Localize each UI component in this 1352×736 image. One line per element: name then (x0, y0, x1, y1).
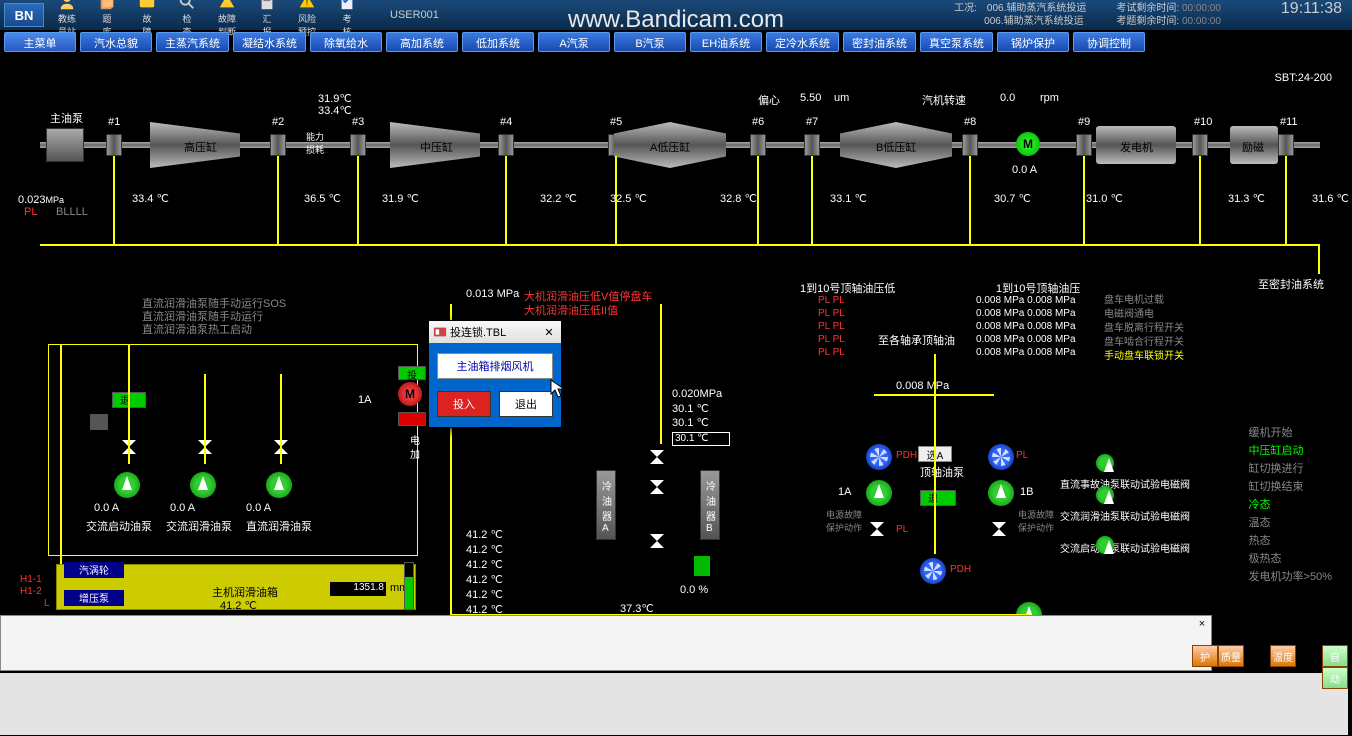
bearing-10 (1192, 134, 1208, 156)
svg-text:!: ! (306, 0, 309, 7)
bearing-1 (106, 134, 122, 156)
bearing-2 (270, 134, 286, 156)
main-pump (46, 128, 84, 162)
nav-2[interactable]: 主蒸汽系统 (156, 32, 229, 52)
test-valve-3[interactable] (1096, 536, 1114, 554)
motor-fan[interactable]: M (398, 382, 422, 406)
bearing-8 (962, 134, 978, 156)
rtab-质量[interactable]: 质量 (1218, 645, 1244, 667)
to-seal-oil: 至密封油系统 (1258, 276, 1324, 292)
nav-6[interactable]: 低加系统 (462, 32, 534, 52)
bearing-9 (1076, 134, 1092, 156)
bottom-blue-pump[interactable] (920, 558, 946, 584)
nav-4[interactable]: 除氧给水 (310, 32, 382, 52)
right-tabs: 护质量 (1192, 645, 1244, 667)
btn-tou[interactable]: 投 (398, 366, 426, 380)
bearing-4 (498, 134, 514, 156)
rtab-护[interactable]: 护 (1192, 645, 1218, 667)
ac-start-pump[interactable] (114, 472, 140, 498)
nav-8[interactable]: B汽泵 (614, 32, 686, 52)
rtab-温度[interactable]: 温度 (1270, 645, 1296, 667)
dialog-title: 投连锁.TBL (450, 324, 506, 340)
nav-3[interactable]: 凝结水系统 (233, 32, 306, 52)
bearing-7 (804, 134, 820, 156)
motor-m: M (1016, 132, 1040, 156)
nav-9[interactable]: EH油系统 (690, 32, 762, 52)
interlock-dialog: 投连锁.TBL ✕ 主油箱排烟风机 投入 退出 (428, 320, 562, 428)
nav-row: 主菜单汽水总貌主蒸汽系统凝结水系统除氧给水高加系统低加系统A汽泵B汽泵EH油系统… (0, 30, 1352, 54)
main-pump-label: 主油泵 (50, 110, 83, 126)
bearing-6 (750, 134, 766, 156)
scada-canvas: SBT:24-200 主油泵 #1#2#3#4#5#6#7#8#9#10#11 … (0, 54, 1352, 664)
logo: BN (4, 3, 44, 27)
test-valve-1[interactable] (1096, 454, 1114, 472)
nav-12[interactable]: 真空泵系统 (920, 32, 993, 52)
nav-1[interactable]: 汽水总貌 (80, 32, 152, 52)
pipe-horiz (40, 244, 1320, 246)
dialog-submit[interactable]: 投入 (437, 391, 491, 417)
nav-7[interactable]: A汽泵 (538, 32, 610, 52)
jack-pump-b-top[interactable] (988, 444, 1014, 470)
nav-10[interactable]: 定冷水系统 (766, 32, 839, 52)
sbt-label: SBT:24-200 (1275, 72, 1332, 84)
bearing-3 (350, 134, 366, 156)
cursor-icon (550, 379, 566, 399)
dialog-exit[interactable]: 退出 (499, 391, 553, 417)
bearing-11 (1278, 134, 1294, 156)
boost[interactable]: 增压泵 (64, 590, 124, 606)
dc-lube-pump[interactable] (266, 472, 292, 498)
jack-pump-b[interactable] (988, 480, 1014, 506)
user-label: USER001 (390, 9, 439, 21)
jack-pump-a-top[interactable] (866, 444, 892, 470)
nav-13[interactable]: 锅炉保护 (997, 32, 1069, 52)
dialog-icon (433, 325, 447, 339)
whirl[interactable]: 汽涡轮 (64, 562, 124, 578)
nav-11[interactable]: 密封油系统 (843, 32, 916, 52)
clock: 19:11:38 (1281, 2, 1342, 28)
bottom-panel: × (0, 615, 1212, 671)
dialog-main-btn[interactable]: 主油箱排烟风机 (437, 353, 553, 379)
nav-0[interactable]: 主菜单 (4, 32, 76, 52)
bottom-tabs-bar (0, 673, 1348, 735)
panel-close[interactable]: × (1195, 618, 1209, 632)
jack-pump-a[interactable] (866, 480, 892, 506)
dialog-close[interactable]: ✕ (541, 326, 557, 339)
nav-5[interactable]: 高加系统 (386, 32, 458, 52)
top-info: 工况: 006.辅助蒸汽系统投运 006.辅助蒸汽系统投运 考试剩余时间: 00… (954, 2, 1342, 28)
nav-14[interactable]: 协调控制 (1073, 32, 1145, 52)
indic-tui (920, 490, 956, 506)
test-valve-2[interactable] (1096, 486, 1114, 504)
ac-lube-pump[interactable] (190, 472, 216, 498)
